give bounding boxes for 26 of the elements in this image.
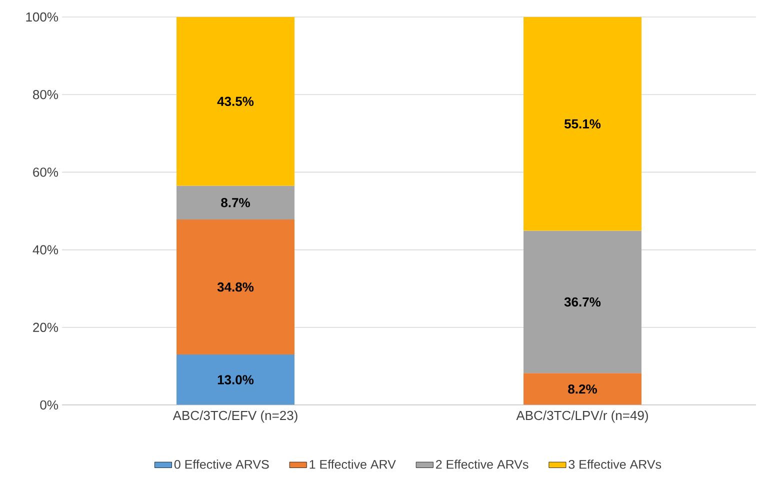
bar	[524, 230, 642, 374]
x-tick-label: ABC/3TC/LPV/r (n=49)	[516, 410, 648, 423]
bar	[524, 373, 642, 405]
y-tick-label: 40%	[32, 245, 58, 254]
data-label: 43.5%	[217, 96, 254, 106]
y-tick-label: 80%	[33, 90, 58, 100]
legend-label: 2 Effective ARVs	[436, 460, 528, 469]
bar	[176, 186, 294, 220]
legend-label: 1 Effective ARV	[310, 460, 396, 469]
legend-label: 3 Effective ARVs	[568, 460, 662, 469]
bar	[176, 16, 294, 186]
legend-label: 0 Effective ARVS	[174, 460, 269, 469]
x-tick-label: ABC/3TC/EFV (n=23)	[172, 410, 298, 423]
data-label: 36.7%	[564, 297, 601, 307]
y-tick-label: 0%	[40, 400, 58, 410]
data-label: 55.1%	[564, 119, 601, 128]
y-tick-label: 100%	[26, 12, 58, 22]
bar	[524, 16, 642, 231]
bar	[176, 220, 294, 355]
data-label: 8.2%	[568, 384, 597, 394]
y-tick-label: 60%	[33, 168, 58, 177]
bar	[176, 354, 294, 405]
data-label: 13.0%	[218, 375, 254, 384]
data-label: 34.8%	[217, 282, 254, 292]
y-tick-label: 20%	[33, 322, 58, 332]
data-label: 8.7%	[221, 198, 250, 208]
